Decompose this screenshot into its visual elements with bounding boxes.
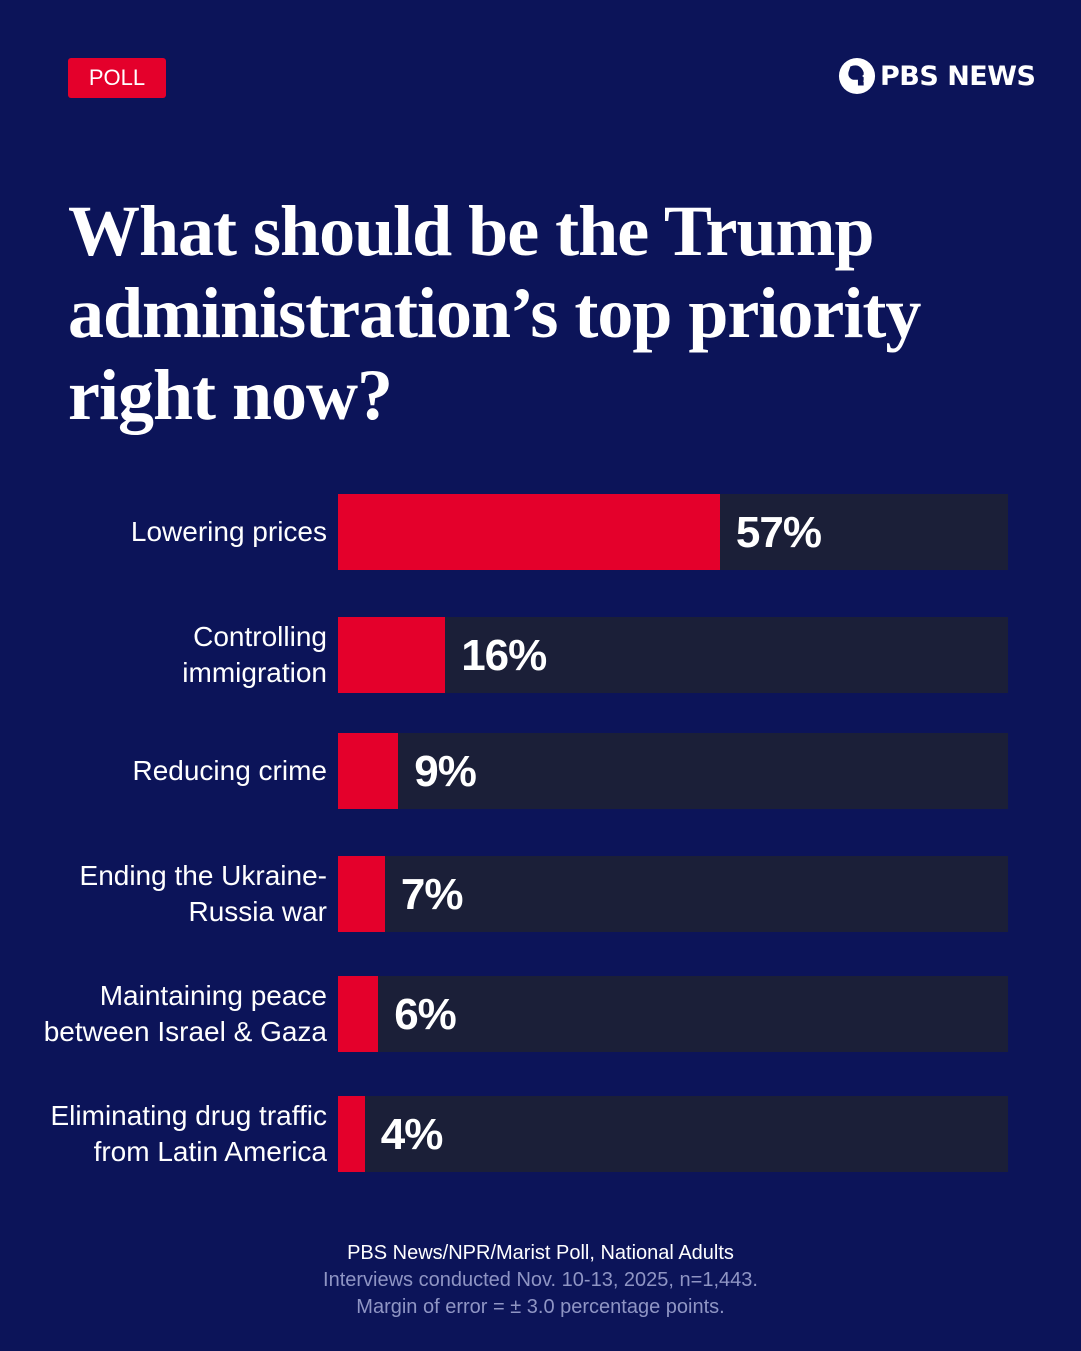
bar <box>338 733 399 809</box>
bar <box>338 494 720 570</box>
value-label: 7% <box>400 870 464 919</box>
logo-text: PBS NEWS <box>880 60 1036 92</box>
bar-row: Lowering prices 57% <box>0 494 1081 570</box>
bar-track: 6% <box>338 976 1008 1052</box>
bar-row: Reducing crime 9% <box>0 733 1081 809</box>
footer: PBS News/NPR/Marist Poll, National Adult… <box>0 1240 1081 1321</box>
category-label: Controlling immigration <box>182 621 327 688</box>
poll-badge: POLL <box>68 58 166 98</box>
footer-source: PBS News/NPR/Marist Poll, National Adult… <box>347 1242 734 1264</box>
category-label: Maintaining peace between Israel & Gaza <box>43 980 327 1047</box>
bar-track: 57% <box>338 494 1008 570</box>
value-label: 6% <box>394 990 457 1039</box>
value-label: 9% <box>414 747 477 796</box>
value-label: 16% <box>461 631 547 680</box>
value-label: 57% <box>735 508 822 557</box>
bar-track: 4% <box>338 1096 1008 1172</box>
category-label: Ending the Ukraine-Russia war <box>79 860 327 927</box>
pbs-news-logo: PBS NEWS <box>838 56 1036 96</box>
footer-dates: Interviews conducted Nov. 10-13, 2025, n… <box>323 1269 758 1291</box>
category-label: Eliminating drug traffic from Latin Amer… <box>50 1100 328 1167</box>
bar-track: 16% <box>338 617 1008 693</box>
bar-row: Controlling immigration 16% <box>0 617 1081 693</box>
bar-track: 9% <box>338 733 1008 809</box>
bar <box>338 856 385 932</box>
value-label: 4% <box>380 1110 444 1159</box>
footer-margin: Margin of error = ± 3.0 percentage point… <box>356 1296 725 1318</box>
bar-row: Maintaining peace between Israel & Gaza 6… <box>0 976 1081 1052</box>
bar <box>338 976 379 1052</box>
category-label: Reducing crime <box>132 755 327 786</box>
bar <box>338 1096 365 1172</box>
pbs-head-icon <box>838 57 876 95</box>
bar-row: Ending the Ukraine-Russia war 7% <box>0 856 1081 932</box>
bar-row: Eliminating drug traffic from Latin Amer… <box>0 1096 1081 1172</box>
bar-track: 7% <box>338 856 1008 932</box>
chart-title: What should be the Trump administration’… <box>68 191 921 435</box>
bar <box>338 617 446 693</box>
category-label: Lowering prices <box>130 516 327 547</box>
